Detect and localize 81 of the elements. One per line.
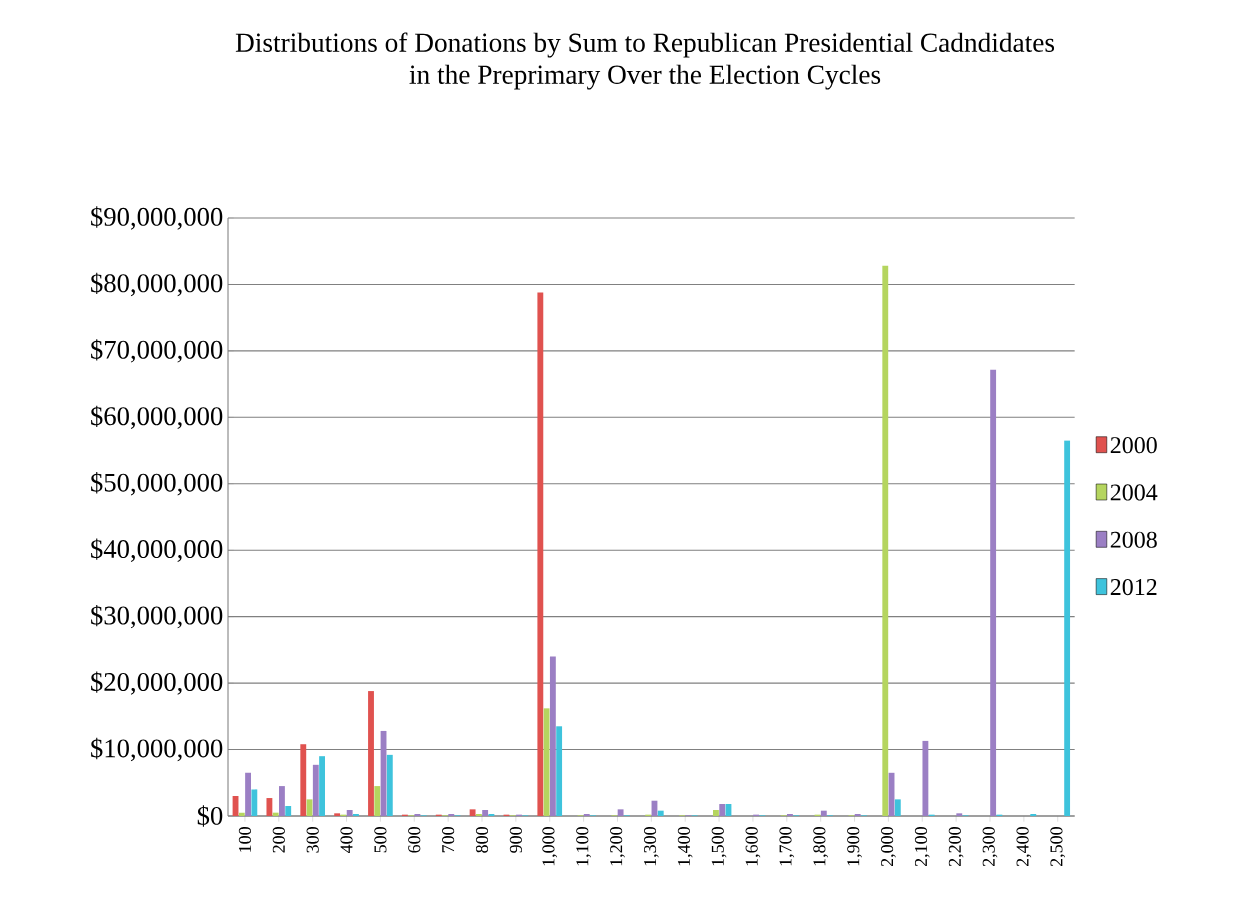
x-tick-label: 1,500: [711, 827, 727, 866]
legend-label: 2000: [1110, 437, 1157, 454]
y-tick-label: $80,000,000: [91, 272, 223, 297]
bar: [346, 810, 353, 816]
bar: [990, 369, 997, 816]
chart-title: Distributions of Donations by Sum to Republican Presidential Cadndidates in the Preprimary Over the Election Cycles: [235, 32, 1055, 90]
x-tick-label: 1,100: [576, 827, 591, 866]
bar: [488, 813, 495, 816]
bar: [300, 744, 307, 816]
bar: [657, 810, 664, 816]
bar: [448, 813, 455, 816]
bar: [368, 691, 374, 816]
x-tick-label: 1,000: [542, 827, 558, 866]
bar: [475, 813, 482, 816]
bar: [549, 656, 556, 816]
bar: [334, 813, 341, 816]
x-tick-label: 400: [340, 827, 353, 854]
bar: [556, 726, 563, 816]
legend-label: 2012: [1110, 578, 1157, 596]
x-tick-label: 2,500: [1050, 827, 1066, 867]
bar: [251, 789, 258, 816]
x-tick-label: 100: [238, 827, 251, 852]
bar: [312, 764, 319, 816]
x-tick-label: 1,300: [643, 827, 659, 866]
bar: [285, 806, 292, 816]
bar: [854, 813, 861, 816]
bar: [537, 292, 544, 816]
bar: [543, 708, 550, 816]
bar: [386, 754, 393, 816]
y-tick-label: $70,000,000: [91, 339, 223, 363]
bar: [719, 804, 726, 816]
x-tick-label: 800: [475, 827, 489, 853]
x-tick-label: 2,200: [948, 827, 964, 867]
bar: [894, 799, 901, 816]
bar: [583, 813, 590, 816]
x-tick-label: 2,400: [1016, 827, 1032, 867]
x-tick-label: 2,000: [881, 827, 896, 867]
bar: [713, 810, 719, 816]
legend-label: 2004: [1110, 484, 1158, 501]
x-tick-label: 1,600: [745, 827, 761, 866]
bar: [238, 812, 245, 816]
legend-label: 2008: [1110, 531, 1157, 548]
bar: [956, 813, 963, 816]
y-tick-label: $90,000,000: [91, 206, 223, 230]
x-tick-label: 700: [442, 827, 455, 853]
x-tick-label: 600: [408, 827, 421, 853]
x-tick-label: 2,300: [982, 827, 998, 867]
bar: [1030, 813, 1037, 816]
y-tick-label: $60,000,000: [91, 405, 223, 430]
bar: [1064, 440, 1071, 816]
bar: [414, 813, 421, 816]
x-tick-label: 500: [374, 827, 387, 853]
bar: [469, 809, 476, 816]
y-tick-label: $0: [197, 805, 223, 827]
bar: [272, 812, 279, 816]
bar: [787, 813, 793, 816]
x-tick-label: 1,400: [677, 827, 693, 866]
x-tick-label: 1,200: [610, 827, 625, 866]
bar: [245, 772, 252, 816]
bar: [482, 810, 489, 816]
x-tick-label: 1,800: [813, 827, 829, 866]
bar: [266, 798, 273, 816]
bar: [617, 809, 624, 816]
x-tick-label: 200: [272, 827, 285, 853]
y-tick-label: $50,000,000: [91, 472, 223, 496]
bar: [922, 740, 929, 816]
bar: [353, 813, 359, 816]
x-tick-label: 1,700: [779, 827, 795, 866]
y-tick-label: $30,000,000: [91, 604, 223, 629]
x-tick-label: 900: [509, 827, 522, 853]
bar: [374, 786, 381, 816]
bar: [279, 786, 285, 816]
y-tick-label: $20,000,000: [91, 671, 223, 695]
y-tick-label: $10,000,000: [91, 737, 223, 762]
bar: [882, 265, 889, 816]
x-tick-label: 300: [306, 827, 319, 853]
y-tick-label: $40,000,000: [91, 538, 223, 562]
x-tick-label: 2,100: [914, 827, 930, 867]
bar: [319, 756, 326, 816]
x-tick-label: 1,900: [847, 827, 862, 866]
bar: [820, 810, 827, 816]
